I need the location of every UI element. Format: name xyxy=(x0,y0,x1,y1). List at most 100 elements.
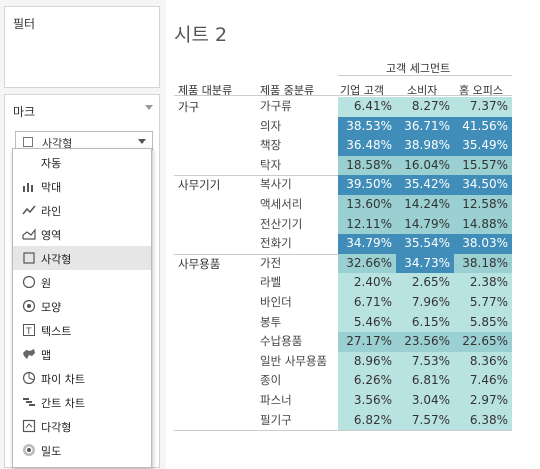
row-header-subcategory: 제품 중분류 xyxy=(260,84,315,97)
heatmap-cell[interactable]: 36.71% xyxy=(396,116,454,137)
heatmap-cell[interactable]: 7.53% xyxy=(396,351,454,372)
mark-type-option[interactable]: 라인 xyxy=(13,198,151,222)
mark-type-option-label: 간트 차트 xyxy=(41,397,85,410)
mark-type-option[interactable]: 영역 xyxy=(13,222,151,246)
heatmap-cell[interactable]: 38.53% xyxy=(338,116,396,137)
heatmap-cell[interactable]: 5.46% xyxy=(338,312,396,333)
mark-type-option[interactable]: 다각형 xyxy=(13,414,151,438)
heatmap-cell[interactable]: 34.50% xyxy=(454,175,512,196)
heatmap-cell[interactable]: 8.36% xyxy=(454,351,512,372)
heatmap-cell[interactable]: 18.58% xyxy=(338,155,396,176)
heatmap-cell[interactable]: 5.85% xyxy=(454,312,512,333)
heatmap-cell[interactable]: 5.77% xyxy=(454,293,512,313)
mark-type-option-label: 맵 xyxy=(41,349,52,362)
subcategory-label: 일반 사무용품 xyxy=(260,353,328,368)
mark-type-option[interactable]: 모양 xyxy=(13,294,151,318)
heatmap-cell[interactable]: 27.17% xyxy=(338,332,396,353)
heatmap-cell[interactable]: 7.46% xyxy=(454,371,512,392)
mark-type-option-label: 사각형 xyxy=(41,253,72,266)
subcategory-label: 가전 xyxy=(260,255,282,270)
heatmap-cell[interactable]: 34.73% xyxy=(396,253,454,274)
heatmap-cell[interactable]: 3.04% xyxy=(396,391,454,411)
subcategory-label: 바인더 xyxy=(260,295,292,309)
subcategory-label: 전화기 xyxy=(260,236,292,251)
heatmap-cell[interactable]: 7.96% xyxy=(396,293,454,313)
heatmap-cell[interactable]: 15.57% xyxy=(454,155,512,176)
subcategory-label: 가구류 xyxy=(260,99,292,113)
heatmap-cell[interactable]: 6.26% xyxy=(338,371,396,392)
heatmap-cell[interactable]: 38.03% xyxy=(454,234,512,255)
heatmap-cell[interactable]: 34.79% xyxy=(338,234,396,255)
category-label: 사무기기 xyxy=(178,178,221,193)
heatmap-cell[interactable]: 8.96% xyxy=(338,351,396,372)
heatmap-cell[interactable]: 6.41% xyxy=(338,97,396,117)
mark-type-option-label: 원 xyxy=(41,277,52,290)
mark-type-option[interactable]: 맵 xyxy=(13,342,151,366)
heatmap-cell[interactable]: 2.65% xyxy=(396,273,454,294)
mark-type-value: 사각형 xyxy=(42,137,73,150)
header-divider xyxy=(338,75,512,76)
heatmap-cell[interactable]: 3.56% xyxy=(338,391,396,411)
mark-type-option[interactable]: 사각형 xyxy=(13,246,151,270)
subcategory-label: 필기구 xyxy=(260,412,292,427)
mark-type-option-label: 모양 xyxy=(41,301,62,314)
heatmap-cell[interactable]: 12.58% xyxy=(454,195,512,215)
heatmap-cell[interactable]: 2.40% xyxy=(338,273,396,294)
heatmap-cell[interactable]: 13.60% xyxy=(338,195,396,215)
heatmap-cell[interactable]: 12.11% xyxy=(338,214,396,235)
area-icon xyxy=(22,227,36,241)
mark-type-option[interactable]: 밀도 xyxy=(13,438,151,462)
heatmap-cell[interactable]: 36.48% xyxy=(338,136,396,157)
heatmap-cell[interactable]: 6.71% xyxy=(338,293,396,313)
map-icon xyxy=(22,347,36,361)
category-label: 사무용품 xyxy=(178,256,221,271)
mark-type-option[interactable]: 파이 차트 xyxy=(13,366,151,390)
heatmap-cell[interactable]: 38.18% xyxy=(454,253,512,274)
heatmap-cell[interactable]: 2.38% xyxy=(454,273,512,294)
marks-menu-arrow-icon[interactable] xyxy=(145,105,153,110)
heatmap-cell[interactable]: 7.37% xyxy=(454,97,512,117)
heatmap-cell[interactable]: 8.27% xyxy=(396,97,454,117)
heatmap-cell[interactable]: 32.66% xyxy=(338,253,396,274)
mark-type-option[interactable]: 자동 xyxy=(13,150,151,174)
heatmap-cell[interactable]: 35.49% xyxy=(454,136,512,157)
heatmap-cell[interactable]: 22.65% xyxy=(454,332,512,353)
subcategory-label: 라벨 xyxy=(260,275,282,290)
subcategory-label: 탁자 xyxy=(260,157,282,172)
mark-type-option[interactable]: 원 xyxy=(13,270,151,294)
filters-title: 필터 xyxy=(13,17,36,31)
heatmap-cell[interactable]: 38.98% xyxy=(396,136,454,157)
heatmap-cell[interactable]: 14.79% xyxy=(396,214,454,235)
subcategory-label: 의자 xyxy=(260,118,282,133)
group-divider xyxy=(174,430,512,431)
heatmap-cell[interactable]: 14.88% xyxy=(454,214,512,235)
heatmap-cell[interactable]: 35.42% xyxy=(396,175,454,196)
polygon-icon xyxy=(22,419,36,433)
bar-icon xyxy=(22,179,36,193)
mark-type-option-label: 막대 xyxy=(41,181,62,194)
header-divider xyxy=(174,95,512,96)
heatmap-cell[interactable]: 6.81% xyxy=(396,371,454,392)
pie-icon xyxy=(22,371,36,385)
worksheet: 시트 2 고객 세그먼트 제품 대분류 제품 중분류 기업 고객 소비자 홈 오… xyxy=(166,0,540,469)
subcategory-label: 액세서리 xyxy=(260,197,303,211)
filters-card[interactable]: 필터 xyxy=(4,6,160,88)
heatmap-cell[interactable]: 6.15% xyxy=(396,312,454,333)
mark-type-option-label: 라인 xyxy=(41,205,62,218)
heatmap-cell[interactable]: 35.54% xyxy=(396,234,454,255)
heatmap-cell[interactable]: 6.82% xyxy=(338,410,396,431)
heatmap-cell[interactable]: 7.57% xyxy=(396,410,454,431)
heatmap-cell[interactable]: 23.56% xyxy=(396,332,454,353)
heatmap-cell[interactable]: 14.24% xyxy=(396,195,454,215)
mark-type-option[interactable]: 간트 차트 xyxy=(13,390,151,414)
heatmap-cell[interactable]: 39.50% xyxy=(338,175,396,196)
mark-type-option[interactable]: T 텍스트 xyxy=(13,318,151,342)
shape-icon xyxy=(22,299,36,313)
heatmap-cell[interactable]: 16.04% xyxy=(396,155,454,176)
mark-type-option-label: 텍스트 xyxy=(41,325,72,338)
heatmap-cell[interactable]: 41.56% xyxy=(454,116,512,137)
heatmap-cell[interactable]: 2.97% xyxy=(454,391,512,411)
mark-type-option[interactable]: 막대 xyxy=(13,174,151,198)
heatmap-cell[interactable]: 6.38% xyxy=(454,410,512,431)
